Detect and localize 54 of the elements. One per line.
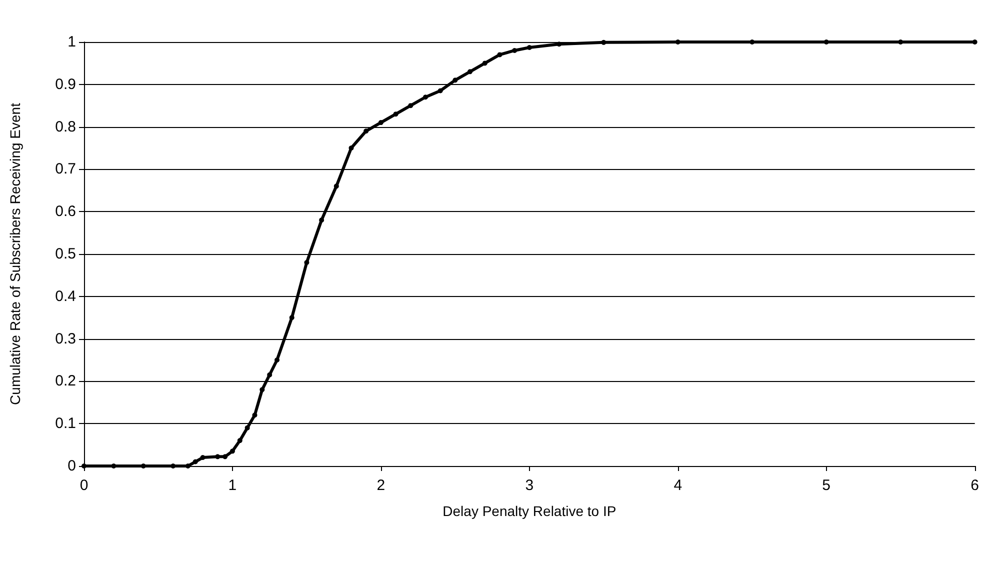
y-tick-label: 0.5 <box>55 246 76 262</box>
y-tick-label: 1 <box>68 34 76 50</box>
point <box>230 448 235 454</box>
point <box>348 146 354 150</box>
y-axis-title: Cumulative Rate of Subscribers Receiving Event <box>7 102 23 405</box>
point <box>512 48 518 53</box>
point <box>422 94 428 100</box>
point <box>972 40 978 44</box>
point <box>452 78 458 83</box>
point <box>438 88 443 94</box>
point <box>468 69 473 74</box>
y-tick-label: 0.1 <box>55 415 76 432</box>
point <box>364 128 369 134</box>
y-tick-label: 0 <box>68 458 76 474</box>
point <box>222 454 228 460</box>
x-tick-label: 3 <box>525 477 534 494</box>
point <box>378 120 384 126</box>
x-tick-label: 6 <box>970 477 979 494</box>
x-tick-label: 4 <box>674 477 682 494</box>
point <box>237 438 242 444</box>
point <box>200 455 206 460</box>
point <box>319 218 324 223</box>
point <box>215 454 220 460</box>
point <box>267 372 272 378</box>
point <box>393 112 398 117</box>
x-tick-label: 2 <box>376 477 386 494</box>
x-tick-label: 1 <box>228 477 237 494</box>
x-axis-title: Delay Penalty Relative to IP <box>442 503 616 519</box>
point <box>192 459 198 464</box>
x-tick-label: 5 <box>822 477 831 494</box>
point <box>82 464 86 468</box>
x-tick-label: 0 <box>80 477 88 494</box>
point <box>334 184 339 189</box>
point <box>408 103 414 108</box>
point <box>244 425 250 430</box>
point <box>260 387 265 392</box>
point <box>304 260 310 265</box>
point <box>252 412 258 418</box>
point <box>526 45 532 50</box>
y-tick-label: 0.6 <box>55 203 76 220</box>
point <box>824 40 829 44</box>
point <box>556 42 562 47</box>
y-tick-label: 0.7 <box>55 160 76 178</box>
point <box>482 60 488 66</box>
y-tick-label: 0.8 <box>55 118 76 136</box>
y-tick-label: 0.3 <box>55 330 76 348</box>
point <box>601 40 606 45</box>
point <box>274 358 280 362</box>
y-tick-label: 0.9 <box>55 76 76 93</box>
point <box>497 52 502 58</box>
point <box>289 315 294 320</box>
y-tick-label: 0.2 <box>55 372 76 390</box>
point <box>111 464 116 468</box>
y-tick-label: 0.4 <box>55 288 76 305</box>
